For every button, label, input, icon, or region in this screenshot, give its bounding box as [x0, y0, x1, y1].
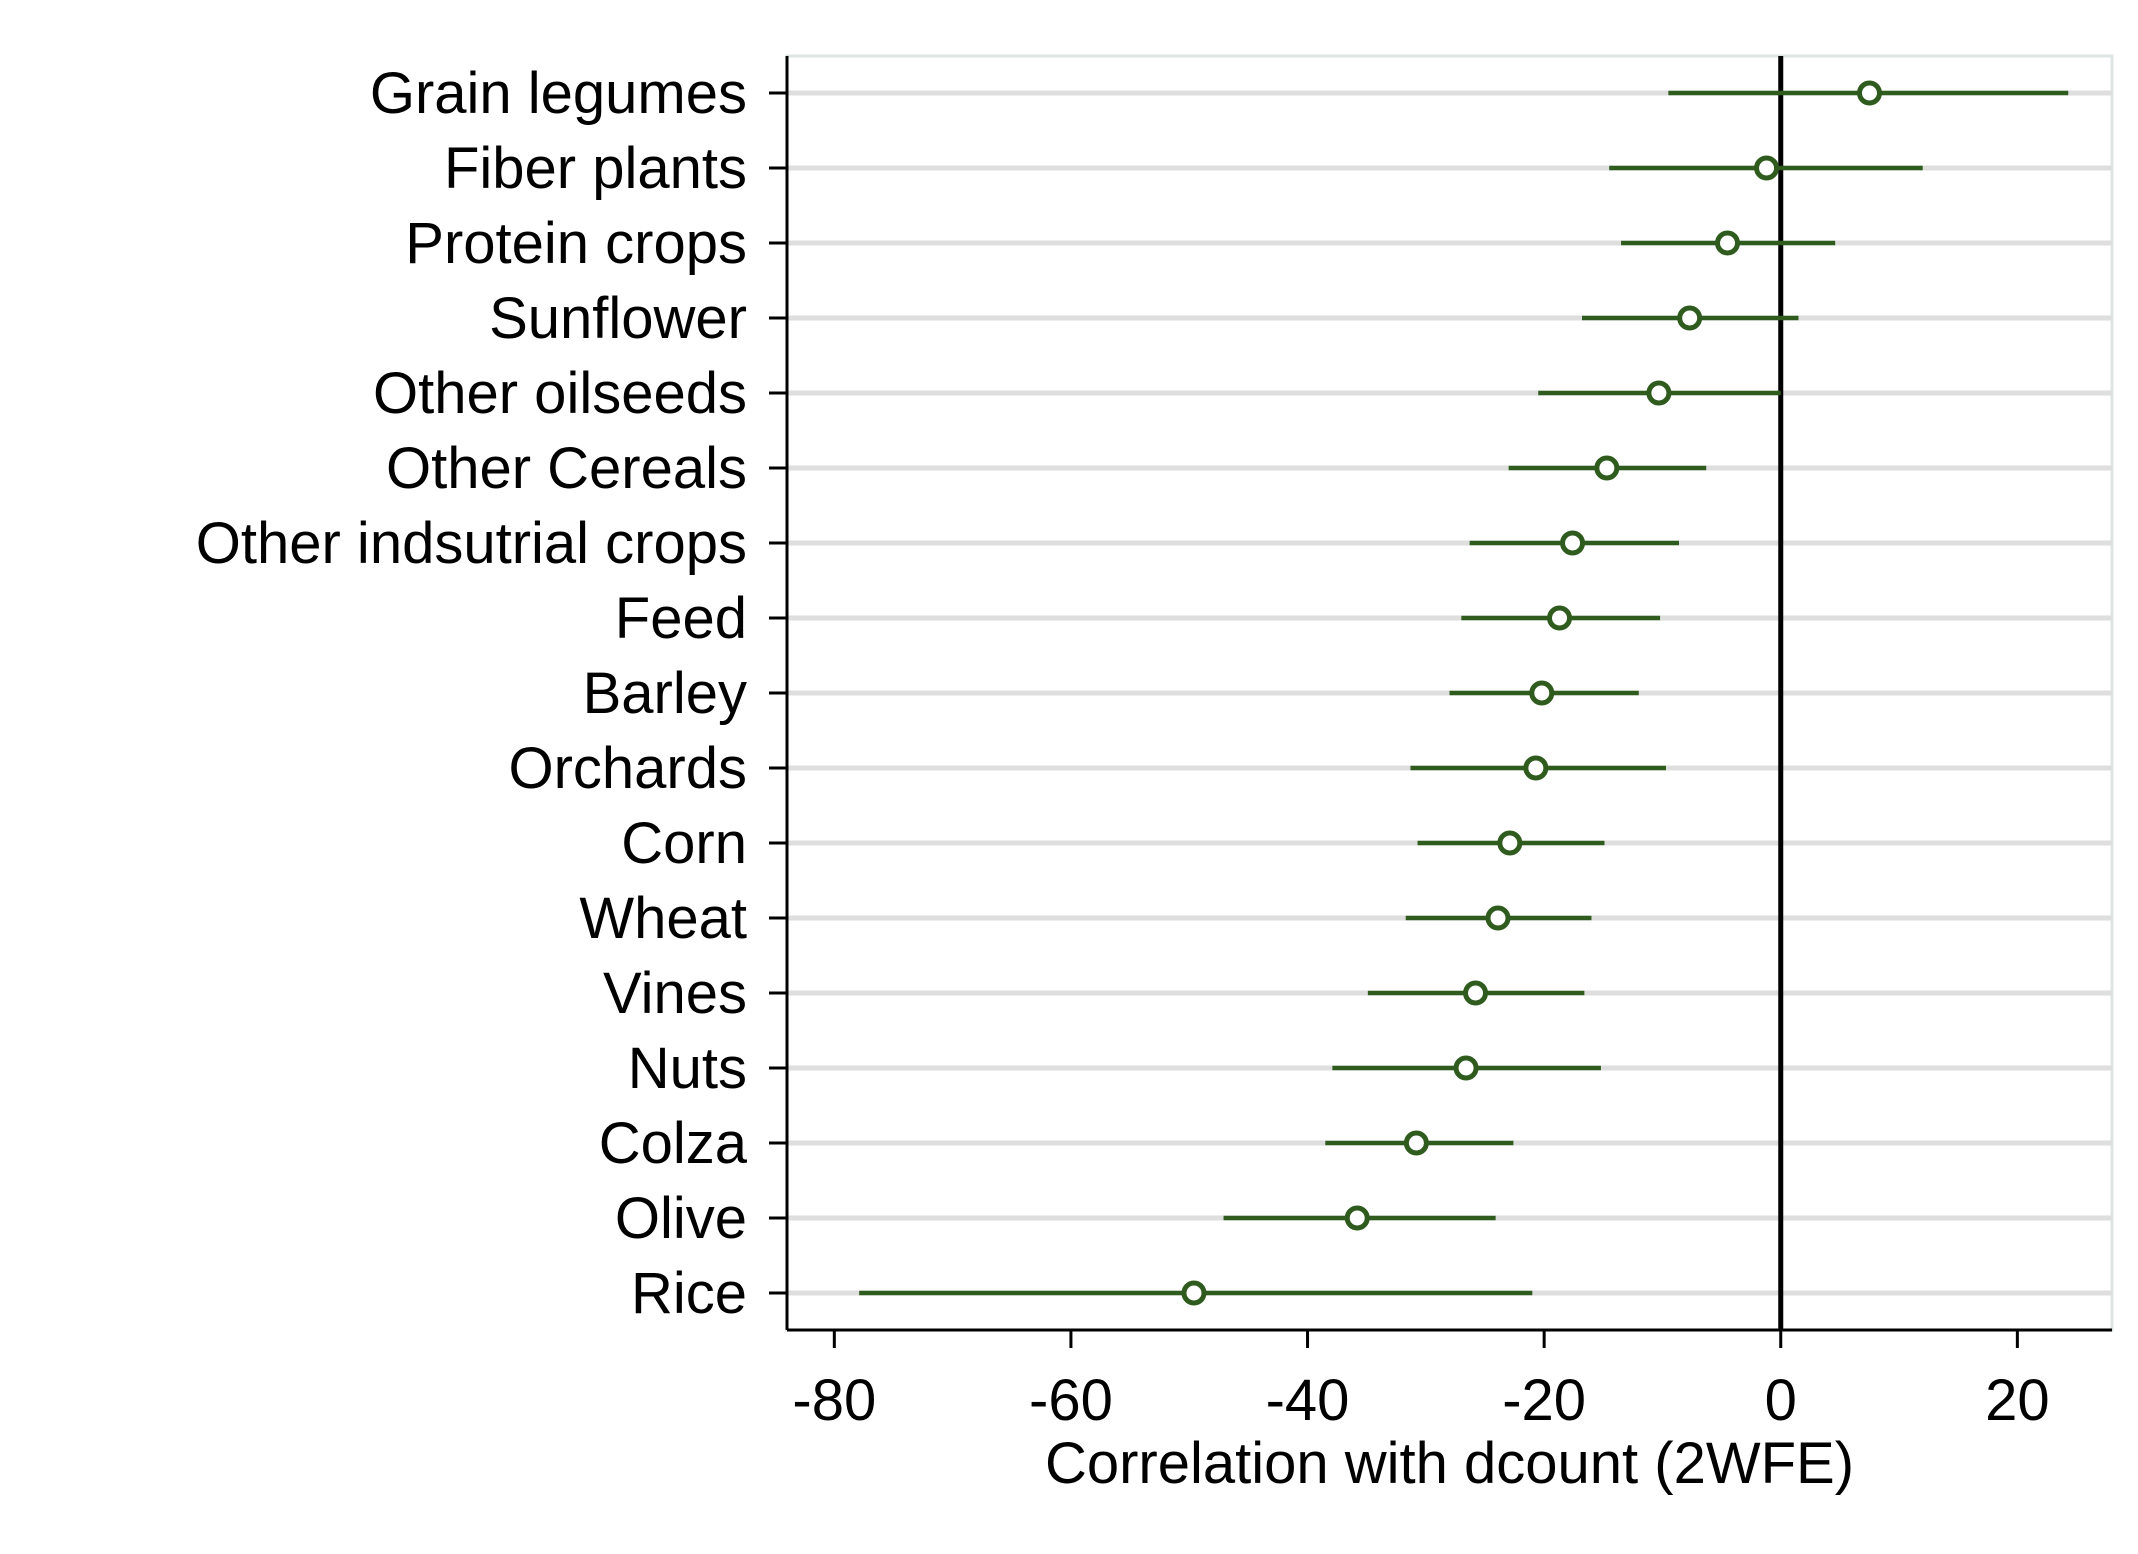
- category-label-olive: Olive: [615, 1186, 747, 1251]
- category-label-fiber-plants: Fiber plants: [444, 136, 747, 201]
- x-axis-ticks: [832, 1330, 2019, 1348]
- category-label-feed: Feed: [615, 586, 747, 651]
- point-colza: [1403, 1130, 1429, 1156]
- point-other-oilseeds: [1646, 380, 1672, 406]
- category-label-sunflower: Sunflower: [489, 286, 747, 351]
- point-olive: [1344, 1205, 1370, 1231]
- point-nuts: [1453, 1055, 1479, 1081]
- category-label-corn: Corn: [621, 811, 747, 876]
- x-tick-label--20: -20: [1502, 1368, 1586, 1433]
- y-axis-ticks: [769, 91, 787, 1295]
- point-rice: [1181, 1280, 1207, 1306]
- category-label-protein-crops: Protein crops: [405, 211, 747, 276]
- x-tick-label--80: -80: [792, 1368, 876, 1433]
- category-label-rice: Rice: [631, 1261, 747, 1326]
- category-label-nuts: Nuts: [628, 1036, 747, 1101]
- x-axis-title: Correlation with dcount (2WFE): [1045, 1431, 1854, 1496]
- x-tick-label-0: 0: [1765, 1368, 1797, 1433]
- category-label-other-cereals: Other Cereals: [386, 436, 747, 501]
- point-estimates: [1181, 80, 1882, 1306]
- x-tick-label--60: -60: [1029, 1368, 1113, 1433]
- x-tick-labels: -80 -60 -40 -20 0 20: [792, 1368, 2049, 1433]
- point-orchards: [1523, 755, 1549, 781]
- point-other-indsutrial-crops: [1560, 530, 1586, 556]
- category-label-wheat: Wheat: [579, 886, 747, 951]
- category-label-barley: Barley: [583, 661, 747, 726]
- point-corn: [1497, 830, 1523, 856]
- category-label-grain-legumes: Grain legumes: [370, 61, 747, 126]
- category-label-colza: Colza: [599, 1111, 748, 1176]
- point-protein-crops: [1715, 230, 1741, 256]
- point-feed: [1547, 605, 1573, 631]
- x-tick-label--40: -40: [1266, 1368, 1350, 1433]
- point-grain-legumes: [1856, 80, 1882, 106]
- point-other-cereals: [1594, 455, 1620, 481]
- point-vines: [1463, 980, 1489, 1006]
- x-tick-label-20: 20: [1985, 1368, 2050, 1433]
- category-label-other-indsutrial-crops: Other indsutrial crops: [196, 511, 747, 576]
- point-sunflower: [1677, 305, 1703, 331]
- point-barley: [1529, 680, 1555, 706]
- point-fiber-plants: [1754, 155, 1780, 181]
- point-wheat: [1485, 905, 1511, 931]
- category-label-other-oilseeds: Other oilseeds: [373, 361, 747, 426]
- category-labels: Grain legumes Fiber plants Protein crops Su…: [196, 61, 748, 1326]
- category-label-orchards: Orchards: [508, 736, 747, 801]
- category-label-vines: Vines: [603, 961, 747, 1026]
